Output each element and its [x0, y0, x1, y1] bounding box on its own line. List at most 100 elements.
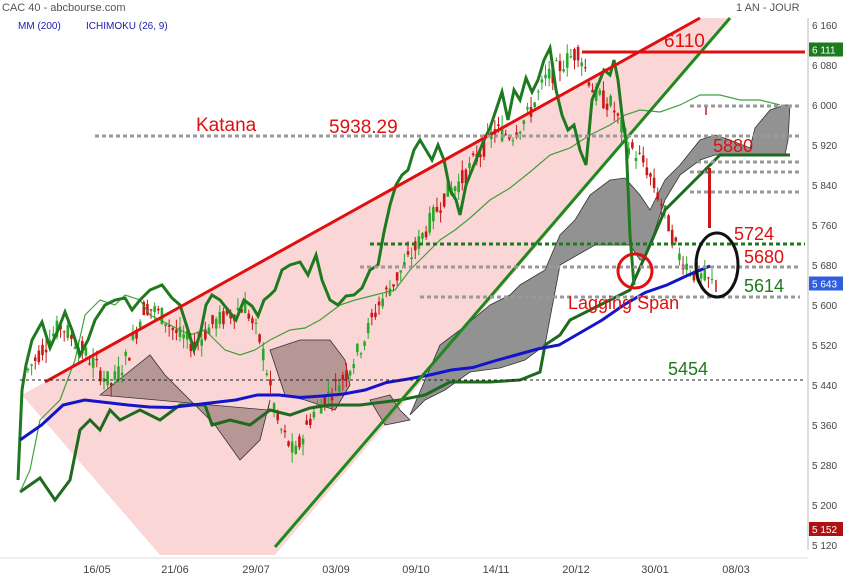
y-tick-label: 5 120 — [812, 541, 837, 552]
candle-body — [178, 326, 182, 337]
annotation-9: Lagging Span — [568, 293, 679, 313]
indicator-ichimoku-label: ICHIMOKU (26, 9) — [86, 21, 168, 32]
annotation-4: 5880 — [713, 136, 753, 156]
candle-body — [569, 56, 573, 58]
candle-body — [363, 341, 366, 346]
candle-body — [641, 155, 645, 163]
candle-body — [638, 152, 641, 154]
candle-body — [594, 86, 598, 102]
candle-body — [70, 335, 73, 340]
candle-body — [634, 157, 638, 162]
candle-body — [337, 385, 341, 392]
candle-body — [66, 325, 70, 338]
candle-body — [222, 311, 225, 325]
ichimoku-kijun-line — [19, 153, 790, 503]
chart-title: CAC 40 - abcbourse.com — [2, 2, 126, 14]
candle-body — [576, 47, 580, 61]
candle-body — [109, 383, 113, 386]
candle-body — [283, 430, 287, 433]
candle-body — [120, 372, 124, 376]
price-badge-bg — [809, 42, 843, 57]
candle-body — [536, 91, 540, 93]
candle-body — [652, 177, 656, 189]
candle-body — [243, 301, 247, 314]
annotation-8: 5454 — [668, 359, 708, 379]
candle-body — [193, 341, 196, 347]
candle-body — [182, 334, 185, 339]
annotation-5: 5724 — [734, 224, 774, 244]
candle-body — [392, 284, 395, 287]
x-tick-label: 21/06 — [161, 564, 189, 576]
candle-body — [453, 186, 457, 191]
x-tick-label: 30/01 — [641, 564, 669, 576]
candle-body — [175, 329, 178, 333]
candle-body — [214, 319, 218, 329]
candle-body — [699, 273, 703, 279]
candle-body — [305, 420, 308, 425]
candle-body — [424, 231, 428, 238]
candle-body — [558, 60, 562, 72]
candle-body — [707, 277, 710, 279]
candle-body — [678, 253, 681, 261]
wedge-upper-trendline — [44, 16, 701, 384]
candle-body — [41, 344, 44, 356]
y-tick-label: 6 080 — [812, 61, 837, 72]
candle-body — [153, 306, 156, 312]
candle-body — [497, 124, 500, 127]
candle-body — [261, 348, 265, 361]
candle-body — [605, 103, 609, 110]
candle-body — [330, 397, 334, 401]
level-marker — [699, 169, 711, 176]
candle-body — [345, 370, 348, 380]
candle-body — [432, 207, 435, 222]
y-tick-label: 5 440 — [812, 381, 837, 392]
x-tick-label: 03/09 — [322, 564, 350, 576]
candle-body — [124, 351, 128, 357]
candle-body — [80, 340, 84, 354]
candle-body — [442, 193, 446, 207]
candle-body — [674, 237, 678, 242]
ichimoku-cloud-4 — [409, 104, 791, 416]
annotation-3: 6110 — [664, 31, 705, 52]
x-tick-label: 20/12 — [562, 564, 590, 576]
candle-body — [670, 229, 674, 246]
candle-body — [616, 113, 620, 116]
candle-body — [84, 347, 88, 356]
price-badge-bg — [809, 522, 843, 536]
y-tick-label: 5 680 — [812, 261, 837, 272]
candle-body — [609, 95, 612, 106]
candle-body — [479, 154, 482, 158]
candle-body — [421, 233, 424, 239]
candle-body — [518, 131, 522, 134]
candle-body — [200, 339, 204, 346]
candle-body — [207, 327, 211, 335]
candle-body — [460, 170, 464, 184]
candle-body — [522, 120, 526, 125]
candle-body — [660, 203, 663, 206]
y-tick-label: 6 160 — [812, 21, 837, 32]
candle-body — [602, 90, 605, 109]
wedge-layer — [22, 18, 730, 555]
candle-body — [258, 334, 261, 343]
candle-body — [482, 137, 486, 157]
candle-body — [290, 441, 294, 453]
candle-body — [138, 321, 142, 328]
candle-body — [44, 349, 48, 353]
candle-body — [73, 346, 77, 349]
candle-body — [526, 107, 529, 110]
candle-body — [62, 331, 66, 333]
candle-body — [189, 343, 193, 352]
candle-body — [388, 288, 392, 296]
candle-body — [276, 413, 280, 421]
y-tick-label: 5 760 — [812, 221, 837, 232]
candle-body — [399, 270, 403, 273]
price-badge-label: 5 643 — [812, 280, 837, 291]
candle-body — [356, 343, 359, 353]
candle-body — [645, 167, 649, 176]
y-tick-label: 5 520 — [812, 341, 837, 352]
price-badge-bg — [809, 276, 843, 291]
chart-period: 1 AN - JOUR — [736, 2, 800, 14]
candle-body — [395, 272, 399, 281]
candle-body — [544, 74, 547, 79]
candle-body — [413, 241, 417, 251]
